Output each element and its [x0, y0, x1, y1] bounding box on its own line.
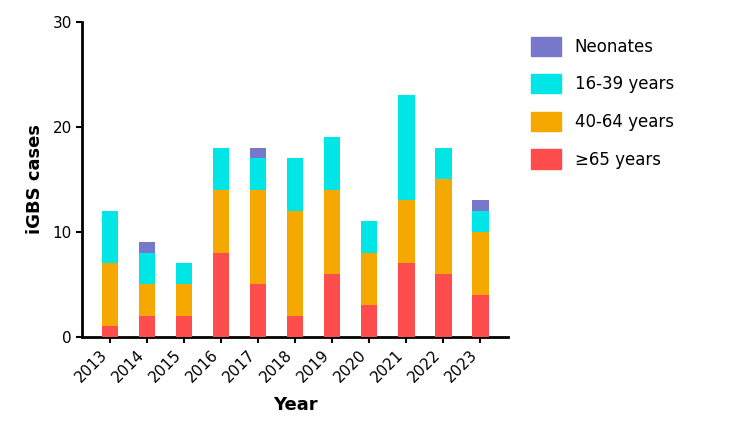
Bar: [435, 148, 452, 179]
Bar: [213, 253, 229, 337]
Bar: [249, 190, 267, 284]
Bar: [138, 242, 155, 253]
Bar: [398, 95, 415, 200]
Bar: [249, 284, 267, 337]
Bar: [176, 264, 192, 284]
Bar: [287, 211, 303, 316]
Bar: [398, 264, 415, 337]
Bar: [176, 316, 192, 337]
Bar: [472, 211, 489, 232]
Bar: [176, 284, 192, 316]
Bar: [323, 274, 341, 337]
Bar: [287, 316, 303, 337]
Bar: [138, 316, 155, 337]
Bar: [213, 190, 229, 253]
Bar: [102, 211, 118, 264]
Bar: [102, 327, 118, 337]
Bar: [249, 148, 267, 158]
Bar: [249, 158, 267, 190]
Bar: [213, 148, 229, 190]
Bar: [138, 284, 155, 316]
Bar: [102, 264, 118, 327]
Bar: [323, 190, 341, 274]
X-axis label: Year: Year: [273, 397, 317, 414]
Bar: [472, 200, 489, 211]
Bar: [435, 274, 452, 337]
Bar: [361, 253, 377, 305]
Bar: [323, 137, 341, 190]
Bar: [287, 158, 303, 211]
Legend: Neonates, 16-39 years, 40-64 years, ≥65 years: Neonates, 16-39 years, 40-64 years, ≥65 …: [525, 30, 681, 175]
Bar: [472, 232, 489, 295]
Bar: [472, 295, 489, 337]
Bar: [138, 253, 155, 284]
Bar: [361, 221, 377, 253]
Bar: [361, 305, 377, 337]
Bar: [435, 179, 452, 274]
Y-axis label: iGBS cases: iGBS cases: [26, 124, 44, 234]
Bar: [398, 200, 415, 264]
